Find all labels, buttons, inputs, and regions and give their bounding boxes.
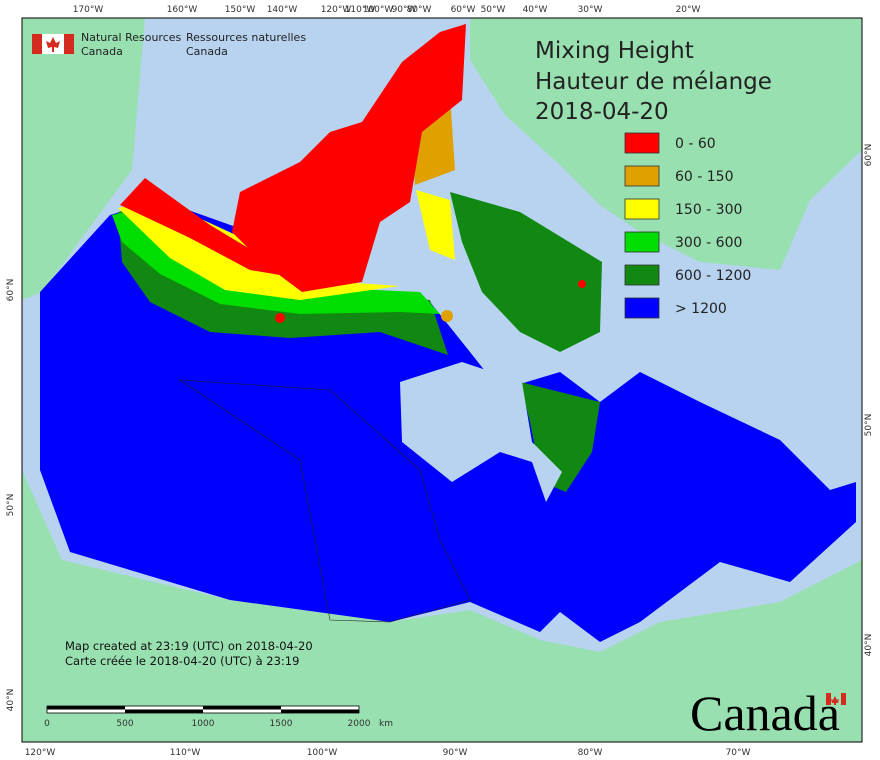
- longitude-label: 120°W: [25, 748, 56, 758]
- graticule-labels: 170°W 160°W 150°W 140°W 120°W110°W100°W90°W8…: [6, 5, 874, 758]
- longitude-label: 100°W: [363, 5, 394, 15]
- longitude-label: 20°W: [676, 5, 701, 15]
- latitude-label: 40°N: [6, 689, 16, 712]
- legend-swatch: [624, 297, 660, 319]
- alaska: [22, 18, 145, 300]
- greenland: [470, 18, 862, 270]
- legend-label: > 1200: [675, 301, 727, 317]
- nrcan-signature: Natural Resources Canada Ressources natu…: [32, 31, 306, 58]
- scale-label: 0: [44, 719, 50, 729]
- maple-leaf: [831, 696, 839, 705]
- scale-label: 500: [116, 719, 133, 729]
- longitude-label: 80°W: [407, 5, 432, 15]
- longitude-label: 90°W: [443, 748, 468, 758]
- longitude-label: 50°W: [481, 5, 506, 15]
- scale-label: 1500: [270, 719, 293, 729]
- date: 2018-04-20: [535, 99, 669, 125]
- wordmark: Canada: [690, 685, 840, 741]
- frame-border: [21, 17, 863, 743]
- longitude-label: 30°W: [578, 5, 603, 15]
- agency-fr: Ressources naturelles: [186, 31, 306, 44]
- scale-label: 2000: [348, 719, 371, 729]
- note: Map created at 23:19 (UTC) on 2018-04-20: [65, 639, 313, 653]
- province-borders: [178, 379, 471, 623]
- longitude-label: 160°W: [167, 5, 198, 15]
- legend: 0 - 60 60 - 150 150 - 300 300 - 600 600 - 12…: [624, 132, 751, 319]
- longitude-label: 90°W: [392, 5, 417, 15]
- title: Mixing Height: [535, 38, 694, 64]
- legend-swatch: [624, 132, 660, 154]
- zone-0-60: [232, 24, 466, 292]
- scale-label: 1000: [192, 719, 215, 729]
- maple-leaf: [46, 37, 60, 52]
- agency-en: Canada: [81, 45, 123, 58]
- legend-label: 300 - 600: [675, 235, 742, 251]
- latitude-label: 40°N: [864, 634, 874, 657]
- legend-label: 0 - 60: [675, 136, 716, 152]
- hudson-bay: [400, 362, 562, 502]
- flag-bar: [32, 34, 42, 54]
- longitude-label: 40°W: [523, 5, 548, 15]
- legend-label: 600 - 1200: [675, 268, 751, 284]
- agency-fr: Canada: [186, 45, 228, 58]
- longitude-label: 110°W: [170, 748, 201, 758]
- flag-bar: [64, 34, 74, 54]
- longitude-label: 110°W: [345, 5, 376, 15]
- flag-bar: [841, 693, 846, 705]
- scale-bar: 0 500 1000 1500 2000 km: [44, 705, 393, 729]
- longitude-label: 70°W: [726, 748, 751, 758]
- longitude-label: 80°W: [578, 748, 603, 758]
- spot: [578, 280, 586, 288]
- legend-swatch: [624, 198, 660, 220]
- flag-bar: [826, 693, 831, 705]
- scale-segment: [203, 706, 281, 710]
- legend-label: 60 - 150: [675, 169, 734, 185]
- longitude-label: 150°W: [225, 5, 256, 15]
- scale-segment: [47, 706, 125, 710]
- longitude-label: 60°W: [451, 5, 476, 15]
- scale-segment: [281, 709, 359, 713]
- scale-unit: km: [379, 719, 393, 729]
- legend-swatch: [624, 165, 660, 187]
- zone-600-1200: [450, 192, 602, 352]
- legend-swatch: [624, 231, 660, 253]
- united-states: [22, 470, 862, 742]
- latitude-label: 50°N: [6, 494, 16, 517]
- longitude-label: 170°W: [73, 5, 104, 15]
- spot: [275, 313, 285, 323]
- agency-en: Natural Resources: [81, 31, 182, 44]
- canada-wordmark: Canada: [690, 685, 846, 741]
- legend-label: 150 - 300: [675, 202, 742, 218]
- zone-150-300: [416, 190, 455, 260]
- title-fr: Hauteur de mélange: [535, 69, 772, 95]
- zone-0-60: [120, 178, 310, 280]
- latitude-label: 50°N: [864, 414, 874, 437]
- longitude-label: 100°W: [307, 748, 338, 758]
- spot: [441, 310, 453, 322]
- scale-segment: [125, 709, 203, 713]
- longitude-label: 120°W: [321, 5, 352, 15]
- map-frame: [22, 18, 862, 742]
- legend-swatch: [624, 264, 660, 286]
- note: Carte créée le 2018-04-20 (UTC) à 23:19: [65, 654, 299, 668]
- latitude-label: 60°N: [864, 144, 874, 167]
- latitude-label: 60°N: [6, 279, 16, 302]
- longitude-label: 140°W: [267, 5, 298, 15]
